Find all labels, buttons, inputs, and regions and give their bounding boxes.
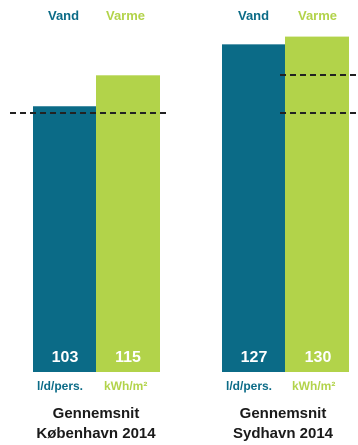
value-vand-kobenhavn: 103 — [51, 349, 79, 366]
group-label-sydhavn-line2: Sydhavn 2014 — [232, 425, 334, 442]
legend-varme-sydhavn: Varme — [298, 8, 338, 23]
unit-vand-kobenhavn: l/d/pers. — [37, 379, 84, 393]
value-varme-sydhavn: 130 — [304, 349, 332, 366]
unit-varme-sydhavn: kWh/m² — [292, 379, 336, 393]
bar-vand-sydhavn — [222, 44, 286, 373]
unit-varme-kobenhavn: kWh/m² — [104, 379, 148, 393]
group-label-kobenhavn: Gennemsnit København 2014 — [21, 404, 171, 444]
group-label-sydhavn: Gennemsnit Sydhavn 2014 — [208, 404, 358, 444]
group-label-sydhavn-line1: Gennemsnit — [239, 405, 327, 422]
value-varme-kobenhavn: 115 — [115, 349, 141, 366]
bar-varme-sydhavn — [285, 36, 349, 372]
bar-vand-kobenhavn — [33, 106, 97, 372]
bar-varme-kobenhavn — [96, 75, 160, 373]
unit-vand-sydhavn: l/d/pers. — [226, 379, 273, 393]
legend-varme-kobenhavn: Varme — [106, 8, 146, 23]
legend-vand-sydhavn: Vand — [238, 8, 270, 23]
legend-vand-kobenhavn: Vand — [48, 8, 80, 23]
value-vand-sydhavn: 127 — [240, 349, 268, 366]
group-label-kobenhavn-line2: København 2014 — [36, 425, 156, 442]
group-label-kobenhavn-line1: Gennemsnit — [52, 405, 140, 422]
